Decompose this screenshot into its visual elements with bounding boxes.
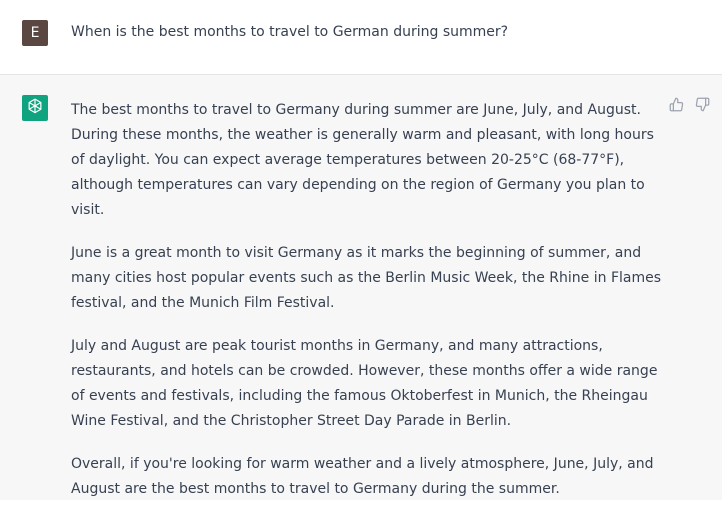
user-avatar: E	[22, 20, 48, 46]
assistant-message-row: The best months to travel to Germany dur…	[0, 75, 722, 500]
thumbs-up-icon	[669, 97, 684, 116]
reply-paragraph: Overall, if you're looking for warm weat…	[71, 456, 654, 497]
thumbs-up-button[interactable]	[667, 97, 685, 115]
reply-paragraph: The best months to travel to Germany dur…	[71, 102, 654, 218]
reply-paragraph: June is a great month to visit Germany a…	[71, 245, 662, 311]
openai-logo-icon	[26, 97, 44, 119]
feedback-actions	[667, 97, 711, 115]
user-message-row: E When is the best months to travel to G…	[0, 0, 722, 75]
assistant-reply: The best months to travel to Germany dur…	[71, 98, 661, 520]
thumbs-down-button[interactable]	[693, 97, 711, 115]
reply-paragraph: July and August are peak tourist months …	[71, 338, 658, 429]
user-message-text: When is the best months to travel to Ger…	[71, 24, 509, 40]
assistant-avatar	[22, 95, 48, 121]
thumbs-down-icon	[695, 97, 710, 116]
